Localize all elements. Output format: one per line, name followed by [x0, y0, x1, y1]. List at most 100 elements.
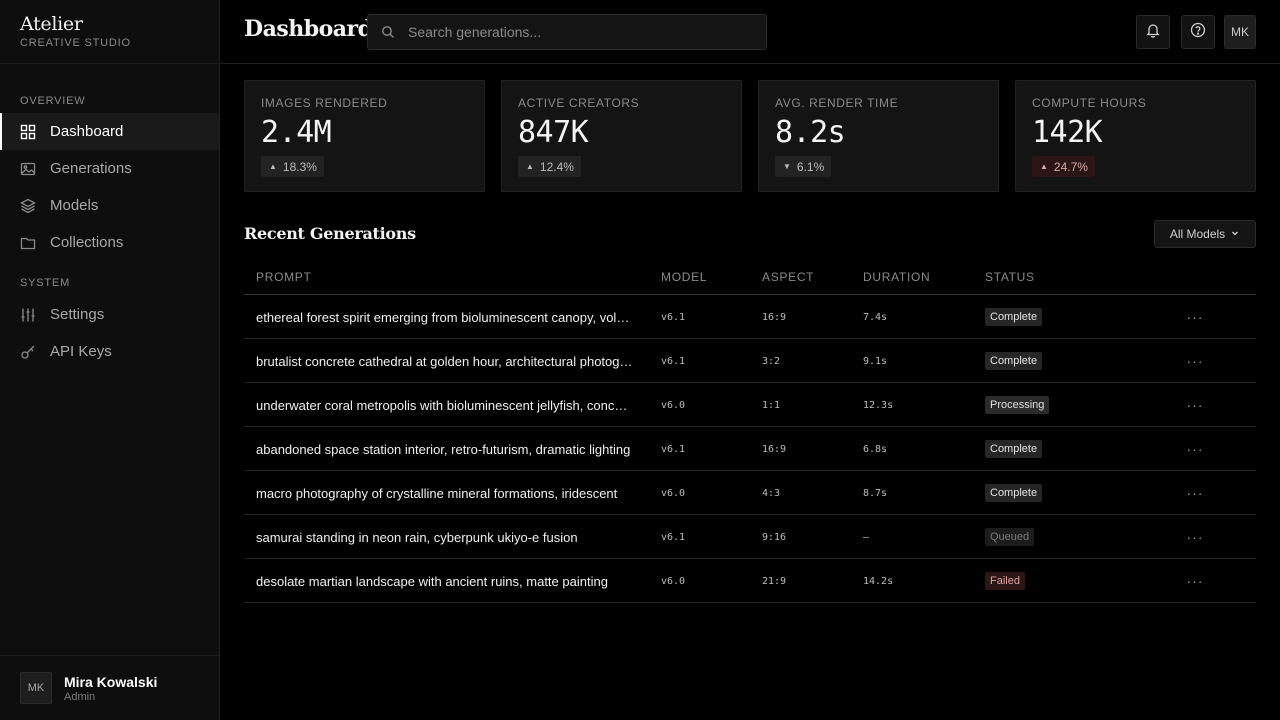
- table-row[interactable]: brutalist concrete cathedral at golden h…: [244, 339, 1256, 383]
- duration-cell: 8.7s: [863, 487, 888, 499]
- sidebar-item-label: Collections: [50, 234, 124, 251]
- status-badge: Queued: [985, 528, 1035, 546]
- stat-delta: ▲ 18.3%: [261, 156, 324, 177]
- arrow-down-icon: ▼: [783, 162, 791, 171]
- table-row[interactable]: samurai standing in neon rain, cyberpunk…: [244, 515, 1256, 559]
- top-bar: Dashboard MK: [220, 0, 1280, 64]
- sidebar-item-label: Settings: [50, 306, 105, 323]
- stat-label: IMAGES RENDERED: [261, 96, 388, 110]
- prompt-text: samurai standing in neon rain, cyberpunk…: [256, 529, 578, 545]
- status-cell: Complete: [985, 427, 1043, 471]
- duration-cell: 12.3s: [863, 399, 894, 411]
- stat-value: 2.4M: [261, 115, 332, 150]
- stat-value: 142K: [1032, 115, 1103, 150]
- account-avatar-button[interactable]: MK: [1224, 15, 1256, 49]
- column-header-duration[interactable]: DURATION: [863, 270, 931, 284]
- prompt-cell: samurai standing in neon rain, cyberpunk…: [256, 515, 636, 559]
- table-header: PROMPT MODEL ASPECT DURATION STATUS: [244, 259, 1256, 295]
- sidebar-item-label: Generations: [50, 160, 132, 177]
- image-icon: [20, 161, 36, 177]
- section-title: Recent Generations: [244, 224, 416, 243]
- column-header-aspect[interactable]: ASPECT: [762, 270, 815, 284]
- search-input[interactable]: [408, 24, 748, 40]
- search-box[interactable]: [367, 14, 767, 50]
- sidebar-item-models[interactable]: Models: [0, 187, 219, 224]
- stat-value: 8.2s: [775, 115, 846, 150]
- status-cell: Complete: [985, 471, 1043, 515]
- prompt-text: underwater coral metropolis with biolumi…: [256, 397, 634, 413]
- column-header-model[interactable]: MODEL: [661, 270, 708, 284]
- more-options-icon[interactable]: ···: [1186, 573, 1204, 589]
- user-name: Mira Kowalski: [64, 673, 158, 690]
- sidebar-item-generations[interactable]: Generations: [0, 150, 219, 187]
- stat-delta: ▼ 6.1%: [775, 156, 832, 177]
- aspect-cell: 16:9: [762, 311, 787, 323]
- sidebar-item-label: Models: [50, 197, 99, 214]
- sidebar-item-settings[interactable]: Settings: [0, 296, 219, 333]
- more-options-icon[interactable]: ···: [1186, 529, 1204, 545]
- arrow-up-icon: ▲: [526, 162, 534, 171]
- aspect-cell: 4:3: [762, 487, 781, 499]
- more-options-icon[interactable]: ···: [1186, 485, 1204, 501]
- prompt-text: desolate martian landscape with ancient …: [256, 573, 608, 589]
- more-options-icon[interactable]: ···: [1186, 441, 1204, 457]
- stat-delta-value: 24.7%: [1053, 159, 1088, 174]
- model-cell: v6.1: [661, 311, 686, 323]
- prompt-cell: abandoned space station interior, retro-…: [256, 427, 636, 471]
- status-badge: Complete: [985, 440, 1043, 458]
- status-cell: Processing: [985, 383, 1050, 427]
- prompt-text: brutalist concrete cathedral at golden h…: [256, 353, 634, 369]
- duration-cell: 9.1s: [863, 355, 888, 367]
- notifications-button[interactable]: [1136, 15, 1170, 49]
- model-filter-dropdown[interactable]: All Models: [1154, 220, 1256, 248]
- model-cell: v6.0: [661, 399, 686, 411]
- grid-icon: [20, 124, 36, 140]
- table-row[interactable]: desolate martian landscape with ancient …: [244, 559, 1256, 603]
- table-row[interactable]: underwater coral metropolis with biolumi…: [244, 383, 1256, 427]
- stat-delta-value: 18.3%: [282, 159, 317, 174]
- stat-delta: ▲ 12.4%: [518, 156, 581, 177]
- aspect-cell: 16:9: [762, 443, 787, 455]
- status-cell: Failed: [985, 559, 1025, 603]
- aspect-cell: 9:16: [762, 531, 787, 543]
- sidebar-item-api-keys[interactable]: API Keys: [0, 333, 219, 370]
- stat-label: ACTIVE CREATORS: [518, 96, 640, 110]
- status-cell: Complete: [985, 339, 1043, 383]
- prompt-text: ethereal forest spirit emerging from bio…: [256, 309, 634, 325]
- prompt-cell: brutalist concrete cathedral at golden h…: [256, 339, 636, 383]
- model-cell: v6.0: [661, 575, 686, 587]
- arrow-up-icon: ▲: [269, 162, 277, 171]
- stat-delta-value: 12.4%: [539, 159, 574, 174]
- column-header-status[interactable]: STATUS: [985, 270, 1035, 284]
- user-role: Admin: [64, 690, 96, 703]
- prompt-cell: ethereal forest spirit emerging from bio…: [256, 295, 636, 339]
- help-button[interactable]: [1181, 15, 1215, 49]
- user-profile[interactable]: MK Mira Kowalski Admin: [0, 655, 219, 720]
- status-cell: Queued: [985, 515, 1035, 559]
- status-badge: Complete: [985, 308, 1043, 326]
- aspect-cell: 1:1: [762, 399, 781, 411]
- table-row[interactable]: abandoned space station interior, retro-…: [244, 427, 1256, 471]
- generations-table: PROMPT MODEL ASPECT DURATION STATUS ethe…: [244, 259, 1256, 603]
- stats-cards: IMAGES RENDERED 2.4M ▲ 18.3% ACTIVE CREAT…: [244, 80, 1256, 192]
- status-badge: Complete: [985, 484, 1043, 502]
- more-options-icon[interactable]: ···: [1186, 353, 1204, 369]
- stat-label: AVG. RENDER TIME: [775, 96, 899, 110]
- status-badge: Complete: [985, 352, 1043, 370]
- prompt-text: abandoned space station interior, retro-…: [256, 441, 631, 457]
- column-header-prompt[interactable]: PROMPT: [256, 270, 312, 284]
- duration-cell: —: [863, 531, 870, 543]
- table-row[interactable]: macro photography of crystalline mineral…: [244, 471, 1256, 515]
- stat-delta: ▲ 24.7%: [1032, 156, 1095, 177]
- duration-cell: 7.4s: [863, 311, 888, 323]
- sidebar-item-collections[interactable]: Collections: [0, 224, 219, 261]
- sidebar-item-label: API Keys: [50, 343, 112, 360]
- stat-label: COMPUTE HOURS: [1032, 96, 1147, 110]
- stat-card-avg-render-time: AVG. RENDER TIME 8.2s ▼ 6.1%: [758, 80, 999, 192]
- aspect-cell: 3:2: [762, 355, 781, 367]
- stat-card-images-rendered: IMAGES RENDERED 2.4M ▲ 18.3%: [244, 80, 485, 192]
- table-row[interactable]: ethereal forest spirit emerging from bio…: [244, 295, 1256, 339]
- sidebar-item-dashboard[interactable]: Dashboard: [0, 113, 219, 150]
- more-options-icon[interactable]: ···: [1186, 309, 1204, 325]
- more-options-icon[interactable]: ···: [1186, 397, 1204, 413]
